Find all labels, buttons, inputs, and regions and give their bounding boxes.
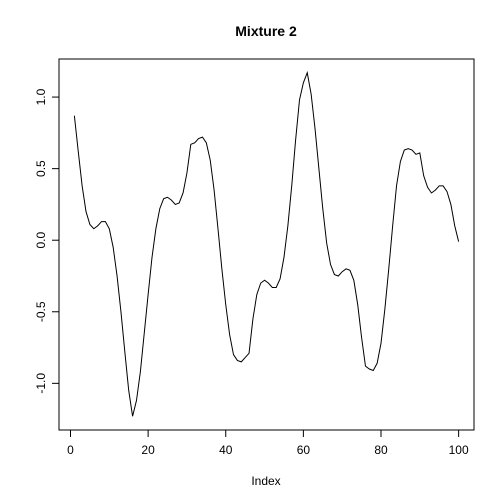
- y-tick-label: -0.5: [34, 301, 48, 322]
- y-tick-label: 1.0: [34, 88, 48, 105]
- y-tick-label: 0.5: [34, 160, 48, 177]
- x-tick-label: 100: [449, 443, 469, 457]
- x-tick-label: 60: [297, 443, 311, 457]
- x-tick-label: 20: [141, 443, 155, 457]
- chart-title: Mixture 2: [235, 23, 297, 39]
- x-tick-label: 40: [219, 443, 233, 457]
- data-line: [73, 70, 460, 417]
- y-tick-label: 0.0: [34, 232, 48, 249]
- y-tick-label: -1.0: [34, 373, 48, 394]
- x-tick-label: 0: [67, 443, 74, 457]
- x-tick-label: 80: [374, 443, 388, 457]
- plot-box: [58, 58, 475, 431]
- x-axis-label: Index: [251, 474, 280, 488]
